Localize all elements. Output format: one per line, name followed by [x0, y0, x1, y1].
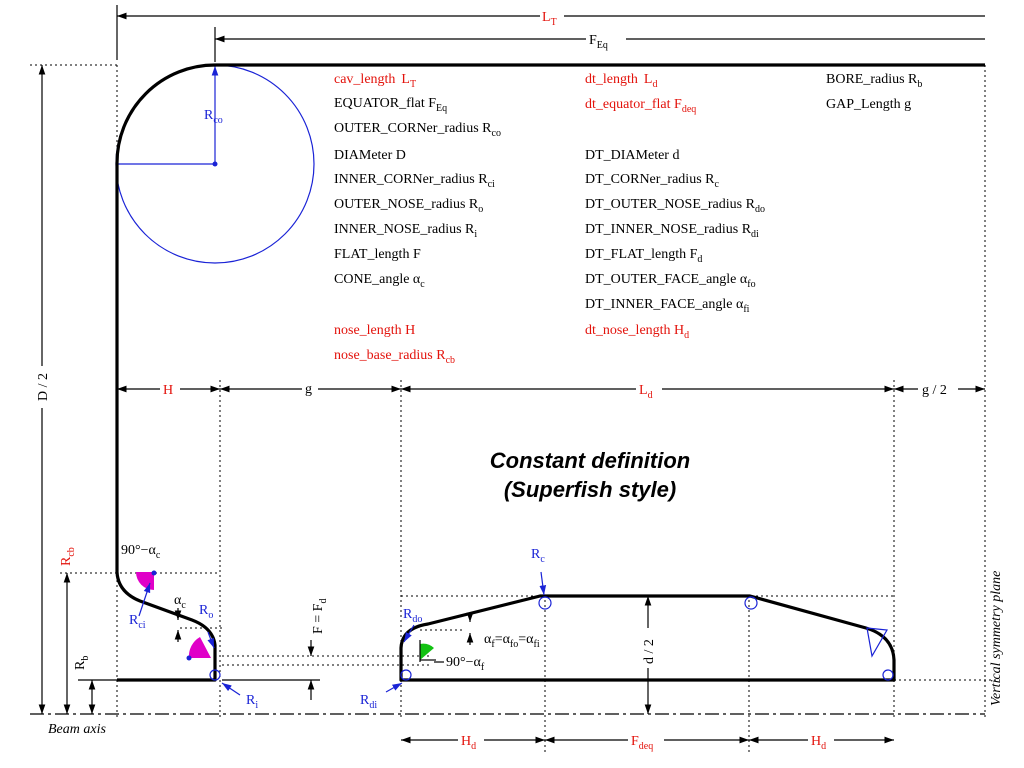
svg-text:F = Fd: F = Fd — [311, 599, 329, 634]
svg-text:Hd: Hd — [461, 734, 476, 752]
param-list-left: cav_length LT EQUATOR_flat FEq OUTER_CORN… — [334, 72, 501, 366]
dimension-d2: d / 2 — [640, 596, 657, 714]
radius-markers — [209, 596, 894, 681]
svg-text:GAP_Length g: GAP_Length g — [826, 97, 911, 112]
title-line-1: Constant definition — [490, 448, 690, 473]
svg-text:DT_INNER_NOSE_radius Rdi: DT_INNER_NOSE_radius Rdi — [585, 222, 759, 240]
svg-text:Beam axis: Beam axis — [48, 722, 106, 737]
svg-text:nose_length H: nose_length H — [334, 323, 415, 338]
svg-text:Vertical symmetry plane: Vertical symmetry plane — [989, 571, 1004, 706]
svg-text:90°−αc: 90°−αc — [121, 543, 161, 561]
dimension-row-drift-tube: Hd Fdeq Hd — [401, 731, 894, 752]
svg-text:DT_DIAMeter d: DT_DIAMeter d — [585, 148, 679, 163]
svg-text:DT_INNER_FACE_angle αfi: DT_INNER_FACE_angle αfi — [585, 297, 750, 315]
svg-text:Rcb: Rcb — [59, 547, 77, 566]
svg-text:Rc: Rc — [531, 547, 545, 565]
svg-text:DT_OUTER_NOSE_radius Rdo: DT_OUTER_NOSE_radius Rdo — [585, 197, 765, 215]
param-list-middle: dt_length Ld dt_equator_flat Fdeq DT_DIAM… — [585, 72, 765, 341]
svg-text:DT_CORNer_radius Rc: DT_CORNer_radius Rc — [585, 172, 720, 190]
svg-text:dt_equator_flat Fdeq: dt_equator_flat Fdeq — [585, 97, 696, 115]
svg-text:INNER_CORNer_radius Rci: INNER_CORNer_radius Rci — [334, 172, 495, 190]
svg-text:Rdo: Rdo — [403, 607, 422, 625]
svg-text:g: g — [305, 382, 312, 397]
drift-tube-profile — [399, 594, 896, 682]
svg-text:Rb: Rb — [73, 656, 91, 670]
dimension-LT: LT — [116, 5, 985, 60]
svg-text:Ro: Ro — [199, 603, 213, 621]
radius-pointers — [138, 571, 547, 696]
svg-text:Rdi: Rdi — [360, 693, 377, 711]
svg-text:BORE_radius Rb: BORE_radius Rb — [826, 72, 922, 90]
svg-text:FLAT_length F: FLAT_length F — [334, 247, 421, 262]
svg-text:d / 2: d / 2 — [642, 639, 657, 664]
svg-text:CONE_angle αc: CONE_angle αc — [334, 272, 425, 290]
svg-text:αf=αfo=αfi: αf=αfo=αfi — [484, 632, 540, 650]
dimension-Rb: Rb — [73, 656, 117, 714]
svg-text:DIAMeter D: DIAMeter D — [334, 148, 406, 163]
svg-text:dt_nose_length Hd: dt_nose_length Hd — [585, 323, 689, 341]
svg-text:OUTER_NOSE_radius Ro: OUTER_NOSE_radius Ro — [334, 197, 483, 215]
dimension-F-Fd: F = Fd — [222, 599, 329, 700]
svg-text:Ri: Ri — [246, 693, 258, 711]
angle-markers — [136, 570, 436, 662]
svg-text:FEq: FEq — [589, 33, 608, 51]
svg-text:H: H — [163, 383, 173, 398]
dimension-FEq: FEq — [214, 27, 985, 62]
svg-text:D / 2: D / 2 — [36, 373, 51, 401]
svg-text:90°−αf: 90°−αf — [446, 655, 485, 673]
svg-text:EQUATOR_flat FEq: EQUATOR_flat FEq — [334, 96, 447, 114]
param-list-right: BORE_radius Rb GAP_Length g — [826, 72, 922, 112]
svg-text:αc: αc — [174, 593, 186, 611]
svg-text:INNER_NOSE_radius Ri: INNER_NOSE_radius Ri — [334, 222, 477, 240]
svg-text:Rco: Rco — [204, 108, 223, 126]
svg-text:Fdeq: Fdeq — [631, 734, 653, 752]
svg-text:DT_FLAT_length Fd: DT_FLAT_length Fd — [585, 247, 702, 265]
title-line-2: (Superfish style) — [504, 477, 676, 502]
dimension-Rcb: Rcb — [59, 547, 77, 714]
diagram-labels: 90°−αc Ro Rci Ri Rc Rdo αf=αfo=αfi 90°−α… — [48, 543, 1004, 737]
svg-text:nose_base_radius Rcb: nose_base_radius Rcb — [334, 348, 455, 366]
svg-text:DT_OUTER_FACE_angle αfo: DT_OUTER_FACE_angle αfo — [585, 272, 756, 290]
dimension-row-nose: H g Ld g / 2 — [117, 380, 985, 401]
dimension-D2: D / 2 — [33, 65, 51, 714]
svg-text:Rci: Rci — [129, 613, 146, 631]
svg-text:Ld: Ld — [639, 383, 653, 401]
alpha-c-arrows: αc — [174, 593, 186, 642]
svg-text:LT: LT — [542, 10, 557, 28]
svg-text:OUTER_CORNer_radius Rco: OUTER_CORNer_radius Rco — [334, 121, 501, 139]
cavity-wall-profile — [115, 63, 985, 682]
svg-text:g / 2: g / 2 — [922, 383, 947, 398]
svg-text:Hd: Hd — [811, 734, 826, 752]
